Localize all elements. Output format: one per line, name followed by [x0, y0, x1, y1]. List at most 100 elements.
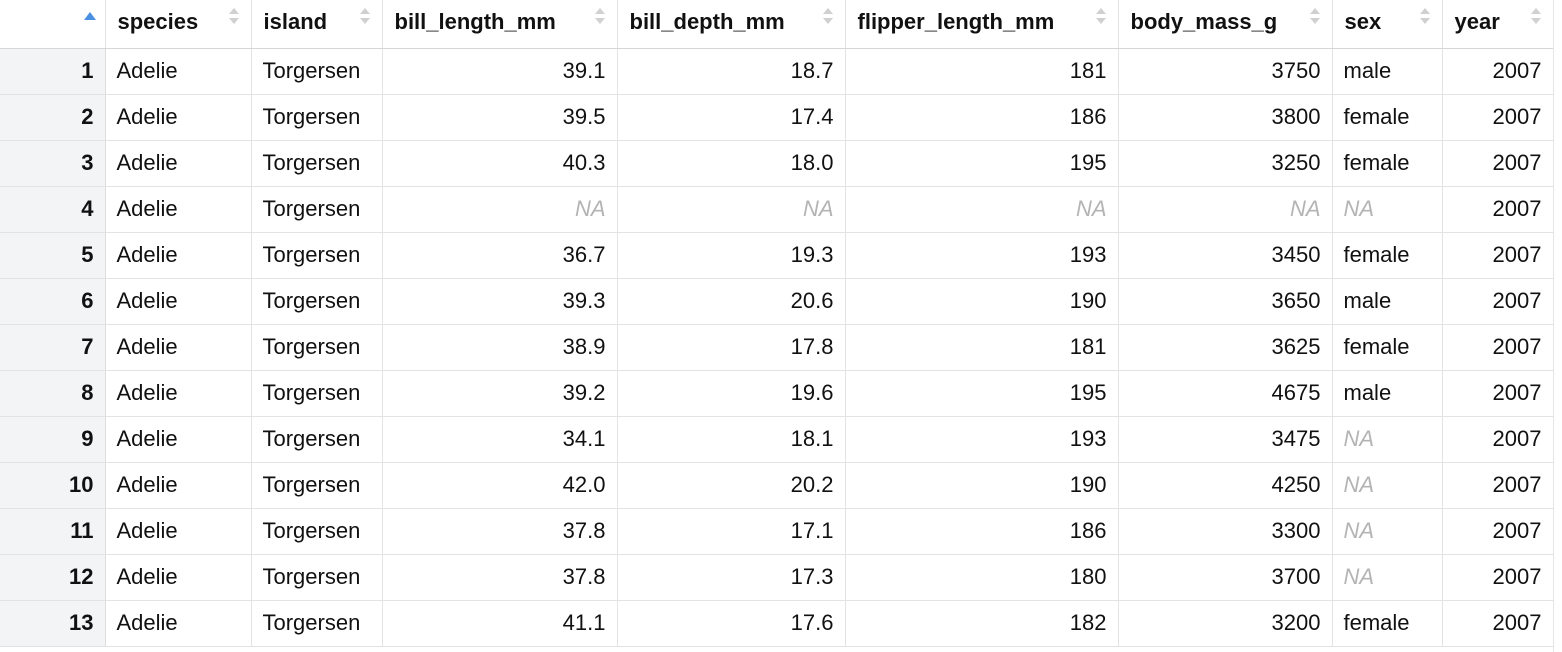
- table-cell-island[interactable]: Torgersen: [251, 508, 383, 555]
- table-cell-sex[interactable]: female: [1332, 600, 1443, 647]
- table-cell-island[interactable]: Torgersen: [251, 324, 383, 371]
- sort-icon[interactable]: [1095, 8, 1106, 26]
- row-number-header[interactable]: [0, 0, 106, 49]
- table-row[interactable]: 5 Adelie Torgersen 36.7 19.3 193 3450 female 200…: [0, 232, 1554, 279]
- table-cell-sex[interactable]: male: [1332, 48, 1443, 95]
- table-cell-species[interactable]: Adelie: [105, 232, 252, 279]
- table-cell-sex[interactable]: female: [1332, 140, 1443, 187]
- table-cell-bill-depth-mm[interactable]: 17.4: [617, 94, 846, 141]
- table-cell-bill-depth-mm[interactable]: 18.0: [617, 140, 846, 187]
- table-cell-body-mass-g[interactable]: 3250: [1118, 140, 1333, 187]
- table-cell-island[interactable]: Torgersen: [251, 416, 383, 463]
- table-cell-island[interactable]: Torgersen: [251, 554, 383, 601]
- table-cell-sex[interactable]: male: [1332, 370, 1443, 417]
- table-cell-bill-length-mm[interactable]: 38.9: [382, 324, 618, 371]
- table-cell-island[interactable]: Torgersen: [251, 370, 383, 417]
- table-cell-island[interactable]: Torgersen: [251, 140, 383, 187]
- table-row[interactable]: 9 Adelie Torgersen 34.1 18.1 193 3475 NA 2007: [0, 416, 1554, 463]
- table-cell-species[interactable]: Adelie: [105, 48, 252, 95]
- table-cell-bill-length-mm[interactable]: 39.1: [382, 48, 618, 95]
- table-cell-year[interactable]: 2007: [1442, 600, 1554, 647]
- table-cell-sex[interactable]: female: [1332, 324, 1443, 371]
- table-cell-body-mass-g[interactable]: 3200: [1118, 600, 1333, 647]
- table-cell-species[interactable]: Adelie: [105, 554, 252, 601]
- table-cell-body-mass-g[interactable]: 3450: [1118, 232, 1333, 279]
- table-cell-bill-depth-mm[interactable]: 17.1: [617, 508, 846, 555]
- sort-icon[interactable]: [1309, 8, 1320, 26]
- sort-icon[interactable]: [228, 8, 239, 26]
- table-cell-year[interactable]: 2007: [1442, 370, 1554, 417]
- table-cell-species[interactable]: Adelie: [105, 324, 252, 371]
- table-cell-body-mass-g[interactable]: 3300: [1118, 508, 1333, 555]
- table-cell-bill-depth-mm[interactable]: 17.8: [617, 324, 846, 371]
- table-row[interactable]: 2 Adelie Torgersen 39.5 17.4 186 3800 female 200…: [0, 94, 1554, 141]
- table-cell-bill-length-mm[interactable]: 39.5: [382, 94, 618, 141]
- table-cell-bill-depth-mm[interactable]: 18.7: [617, 48, 846, 95]
- table-cell-sex[interactable]: NA: [1332, 186, 1443, 233]
- table-cell-species[interactable]: Adelie: [105, 600, 252, 647]
- table-cell-bill-length-mm[interactable]: 42.0: [382, 462, 618, 509]
- table-cell-flipper-length-mm[interactable]: 193: [845, 416, 1119, 463]
- table-cell-bill-length-mm[interactable]: 37.8: [382, 554, 618, 601]
- table-cell-year[interactable]: 2007: [1442, 232, 1554, 279]
- table-cell-island[interactable]: Torgersen: [251, 94, 383, 141]
- table-cell-bill-depth-mm[interactable]: 20.2: [617, 462, 846, 509]
- table-cell-species[interactable]: Adelie: [105, 186, 252, 233]
- vertical-scrollbar-track[interactable]: [1553, 0, 1562, 652]
- table-cell-body-mass-g[interactable]: 3475: [1118, 416, 1333, 463]
- table-cell-bill-length-mm[interactable]: 40.3: [382, 140, 618, 187]
- table-cell-flipper-length-mm[interactable]: 186: [845, 508, 1119, 555]
- table-cell-year[interactable]: 2007: [1442, 508, 1554, 555]
- table-cell-flipper-length-mm[interactable]: 181: [845, 48, 1119, 95]
- table-cell-sex[interactable]: male: [1332, 278, 1443, 325]
- table-cell-species[interactable]: Adelie: [105, 416, 252, 463]
- table-cell-year[interactable]: 2007: [1442, 416, 1554, 463]
- table-cell-flipper-length-mm[interactable]: 186: [845, 94, 1119, 141]
- table-row[interactable]: 7 Adelie Torgersen 38.9 17.8 181 3625 female 200…: [0, 324, 1554, 371]
- table-cell-flipper-length-mm[interactable]: 195: [845, 140, 1119, 187]
- table-cell-year[interactable]: 2007: [1442, 48, 1554, 95]
- table-cell-flipper-length-mm[interactable]: 181: [845, 324, 1119, 371]
- table-cell-year[interactable]: 2007: [1442, 462, 1554, 509]
- table-cell-species[interactable]: Adelie: [105, 508, 252, 555]
- sort-icon[interactable]: [822, 8, 833, 26]
- table-cell-bill-depth-mm[interactable]: 20.6: [617, 278, 846, 325]
- table-cell-bill-length-mm[interactable]: NA: [382, 186, 618, 233]
- table-cell-bill-length-mm[interactable]: 39.3: [382, 278, 618, 325]
- column-header-flipper-length-mm[interactable]: flipper_length_mm: [845, 0, 1119, 49]
- sort-icon[interactable]: [594, 8, 605, 26]
- table-cell-bill-length-mm[interactable]: 41.1: [382, 600, 618, 647]
- table-cell-species[interactable]: Adelie: [105, 278, 252, 325]
- table-cell-island[interactable]: Torgersen: [251, 232, 383, 279]
- table-cell-flipper-length-mm[interactable]: 190: [845, 462, 1119, 509]
- table-cell-island[interactable]: Torgersen: [251, 186, 383, 233]
- sort-icon[interactable]: [1530, 8, 1541, 26]
- sort-ascending-icon[interactable]: [84, 12, 96, 20]
- table-cell-island[interactable]: Torgersen: [251, 278, 383, 325]
- sort-icon[interactable]: [1419, 8, 1430, 26]
- table-row[interactable]: 1 Adelie Torgersen 39.1 18.7 181 3750 male 2007: [0, 48, 1554, 95]
- table-cell-body-mass-g[interactable]: 3625: [1118, 324, 1333, 371]
- table-cell-bill-length-mm[interactable]: 37.8: [382, 508, 618, 555]
- table-cell-bill-length-mm[interactable]: 36.7: [382, 232, 618, 279]
- table-cell-flipper-length-mm[interactable]: 190: [845, 278, 1119, 325]
- table-row[interactable]: 11 Adelie Torgersen 37.8 17.1 186 3300 NA 2007: [0, 508, 1554, 555]
- table-cell-year[interactable]: 2007: [1442, 94, 1554, 141]
- table-row[interactable]: 13 Adelie Torgersen 41.1 17.6 182 3200 female 20…: [0, 600, 1554, 647]
- table-cell-island[interactable]: Torgersen: [251, 462, 383, 509]
- table-cell-body-mass-g[interactable]: 3800: [1118, 94, 1333, 141]
- table-cell-flipper-length-mm[interactable]: 182: [845, 600, 1119, 647]
- table-cell-bill-depth-mm[interactable]: 19.6: [617, 370, 846, 417]
- table-cell-flipper-length-mm[interactable]: 180: [845, 554, 1119, 601]
- table-row[interactable]: 8 Adelie Torgersen 39.2 19.6 195 4675 male 2007: [0, 370, 1554, 417]
- table-cell-bill-depth-mm[interactable]: 17.6: [617, 600, 846, 647]
- table-cell-bill-length-mm[interactable]: 34.1: [382, 416, 618, 463]
- table-row[interactable]: 12 Adelie Torgersen 37.8 17.3 180 3700 NA 2007: [0, 554, 1554, 601]
- table-cell-species[interactable]: Adelie: [105, 140, 252, 187]
- table-cell-year[interactable]: 2007: [1442, 324, 1554, 371]
- table-cell-year[interactable]: 2007: [1442, 140, 1554, 187]
- table-cell-year[interactable]: 2007: [1442, 554, 1554, 601]
- table-cell-sex[interactable]: female: [1332, 232, 1443, 279]
- column-header-sex[interactable]: sex: [1332, 0, 1443, 49]
- table-cell-species[interactable]: Adelie: [105, 94, 252, 141]
